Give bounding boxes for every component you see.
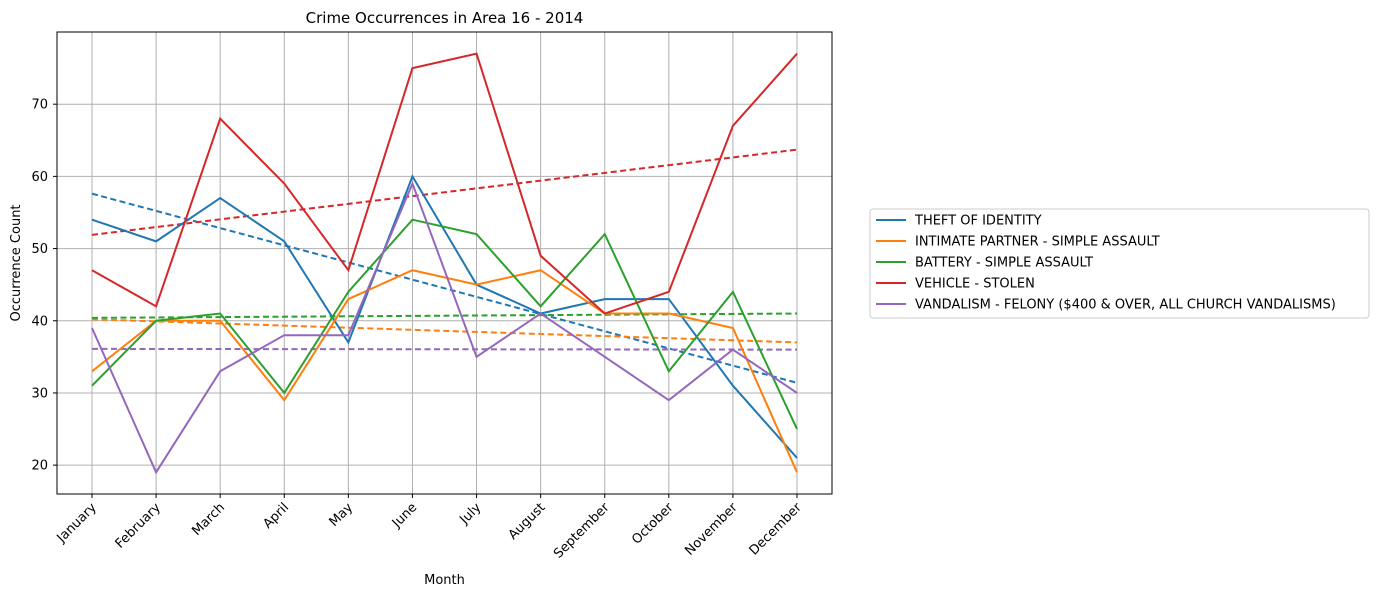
y-tick-label: 40 bbox=[31, 314, 48, 329]
x-tick-label: December bbox=[747, 500, 806, 559]
x-tick-label: January bbox=[54, 500, 100, 546]
legend-label-2: BATTERY - SIMPLE ASSAULT bbox=[915, 256, 1093, 271]
legend: THEFT OF IDENTITY INTIMATE PARTNER - SIMP… bbox=[869, 208, 1370, 319]
y-tick-label: 50 bbox=[31, 242, 48, 257]
chart-title: Crime Occurrences in Area 16 - 2014 bbox=[306, 9, 584, 27]
legend-label-3: VEHICLE - STOLEN bbox=[915, 277, 1035, 292]
grid-lines bbox=[57, 32, 832, 494]
series-line-1 bbox=[91, 269, 798, 473]
trend-line-0 bbox=[91, 192, 798, 384]
x-axis: January February March April May June July Augu… bbox=[54, 494, 806, 562]
x-tick-label: June bbox=[389, 500, 420, 531]
y-tick-label: 30 bbox=[31, 386, 48, 401]
legend-label-4: VANDALISM - FELONY ($400 & OVER, ALL CHU… bbox=[915, 298, 1336, 313]
x-axis-title: Month bbox=[424, 573, 465, 588]
legend-label-1: INTIMATE PARTNER - SIMPLE ASSAULT bbox=[915, 235, 1160, 250]
trend-line-1 bbox=[91, 318, 798, 344]
plot-frame bbox=[56, 31, 833, 495]
series-line-3 bbox=[91, 52, 798, 315]
trend-line-2 bbox=[91, 312, 798, 319]
series-lines bbox=[91, 52, 798, 475]
x-tick-label: August bbox=[506, 500, 549, 543]
x-tick-label: March bbox=[189, 500, 228, 539]
series-line-2 bbox=[91, 218, 798, 430]
trend-line-4 bbox=[91, 347, 798, 351]
trend-lines bbox=[91, 148, 798, 384]
legend-frame bbox=[869, 208, 1370, 319]
x-tick-label: November bbox=[682, 500, 741, 559]
x-tick-label: September bbox=[551, 500, 613, 562]
y-tick-label: 20 bbox=[31, 459, 48, 474]
legend-label-0: THEFT OF IDENTITY bbox=[914, 214, 1042, 229]
series-line-0 bbox=[91, 174, 798, 459]
trend-line-3 bbox=[91, 148, 798, 236]
x-tick-label: February bbox=[113, 500, 165, 552]
x-tick-label: May bbox=[327, 500, 357, 530]
y-axis-title: Occurrence Count bbox=[9, 204, 24, 321]
y-tick-label: 70 bbox=[31, 98, 48, 113]
y-tick-label: 60 bbox=[31, 170, 48, 185]
x-tick-label: April bbox=[260, 500, 292, 532]
y-axis: 20 30 40 50 60 70 bbox=[31, 98, 57, 474]
series-line-4 bbox=[91, 180, 798, 475]
x-tick-label: October bbox=[629, 500, 677, 548]
x-tick-label: July bbox=[457, 500, 485, 528]
